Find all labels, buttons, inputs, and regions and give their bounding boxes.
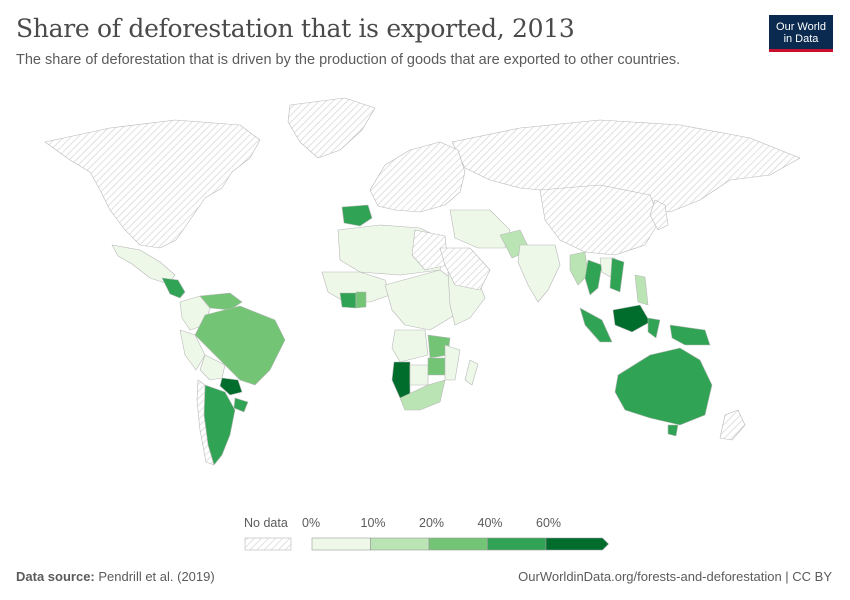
- region-mozambique[interactable]: [444, 344, 461, 381]
- region-china[interactable]: [539, 184, 661, 256]
- data-source: Data source: Pendrill et al. (2019): [16, 569, 215, 584]
- region-new-zealand[interactable]: [719, 409, 746, 441]
- region-russia[interactable]: [451, 119, 801, 213]
- footer-link[interactable]: OurWorldinData.org/forests-and-deforesta…: [518, 569, 832, 584]
- page-title: Share of deforestation that is exported,…: [16, 14, 575, 43]
- region-thailand[interactable]: [584, 259, 603, 296]
- owid-logo[interactable]: Our World in Data: [769, 15, 833, 52]
- region-australia[interactable]: [614, 347, 713, 426]
- logo-line-1: Our World: [776, 21, 826, 33]
- legend-bin-swatch: [545, 537, 609, 551]
- region-vietnam[interactable]: [609, 257, 625, 293]
- region-peru[interactable]: [179, 329, 206, 371]
- region-ghana[interactable]: [355, 291, 367, 309]
- region-saudi-arabia[interactable]: [439, 247, 491, 291]
- region-angola[interactable]: [391, 329, 429, 363]
- logo-line-2: in Data: [783, 33, 819, 45]
- region-south-africa[interactable]: [399, 379, 446, 411]
- region-namibia[interactable]: [391, 361, 411, 399]
- region-uruguay[interactable]: [233, 397, 249, 413]
- region-west-africa[interactable]: [321, 271, 391, 303]
- region-india[interactable]: [517, 244, 561, 303]
- region-madagascar[interactable]: [464, 359, 479, 386]
- region-sulawesi[interactable]: [647, 317, 661, 339]
- region-europe[interactable]: [369, 141, 466, 213]
- region-myanmar[interactable]: [569, 251, 589, 286]
- region-zimbabwe[interactable]: [427, 357, 446, 376]
- legend-bin-swatch: [370, 537, 430, 551]
- region-brazil[interactable]: [194, 305, 286, 386]
- region-paraguay[interactable]: [219, 377, 243, 396]
- legend-no-data-label: No data: [244, 516, 288, 530]
- region-bolivia[interactable]: [199, 354, 226, 381]
- region-venezuela[interactable]: [199, 292, 243, 311]
- legend-bin-label: 0%: [302, 516, 321, 530]
- region-new-guinea[interactable]: [669, 324, 711, 346]
- region-ivory-coast[interactable]: [339, 292, 357, 309]
- legend-bin-label: 40%: [477, 516, 503, 530]
- region-central-america[interactable]: [161, 277, 186, 299]
- region-central-africa[interactable]: [384, 269, 461, 331]
- world-map[interactable]: [0, 80, 850, 500]
- region-borneo[interactable]: [612, 304, 651, 333]
- region-spain[interactable]: [341, 204, 373, 227]
- legend-bin-label: 20%: [419, 516, 445, 530]
- region-middle-east[interactable]: [449, 209, 511, 249]
- legend-bin-swatch: [487, 537, 547, 551]
- region-chile[interactable]: [196, 379, 215, 466]
- legend-no-data-swatch: [244, 537, 292, 551]
- legend-bin-label: 60%: [536, 516, 562, 530]
- legend-bin-label: 10%: [360, 516, 386, 530]
- region-greenland[interactable]: [287, 97, 376, 159]
- region-north-america[interactable]: [44, 119, 261, 249]
- region-tasmania[interactable]: [667, 424, 679, 437]
- region-philippines[interactable]: [634, 274, 649, 306]
- region-japan[interactable]: [649, 199, 669, 231]
- page-subtitle: The share of deforestation that is drive…: [16, 52, 681, 68]
- data-source-text: Pendrill et al. (2019): [94, 569, 215, 584]
- region-libya[interactable]: [411, 229, 449, 271]
- legend-bin-swatch: [311, 537, 371, 551]
- legend-swatches: [244, 537, 609, 551]
- region-sumatra[interactable]: [579, 307, 613, 343]
- legend-bin-swatch: [428, 537, 488, 551]
- region-botswana[interactable]: [409, 364, 429, 386]
- data-source-label: Data source:: [16, 569, 95, 584]
